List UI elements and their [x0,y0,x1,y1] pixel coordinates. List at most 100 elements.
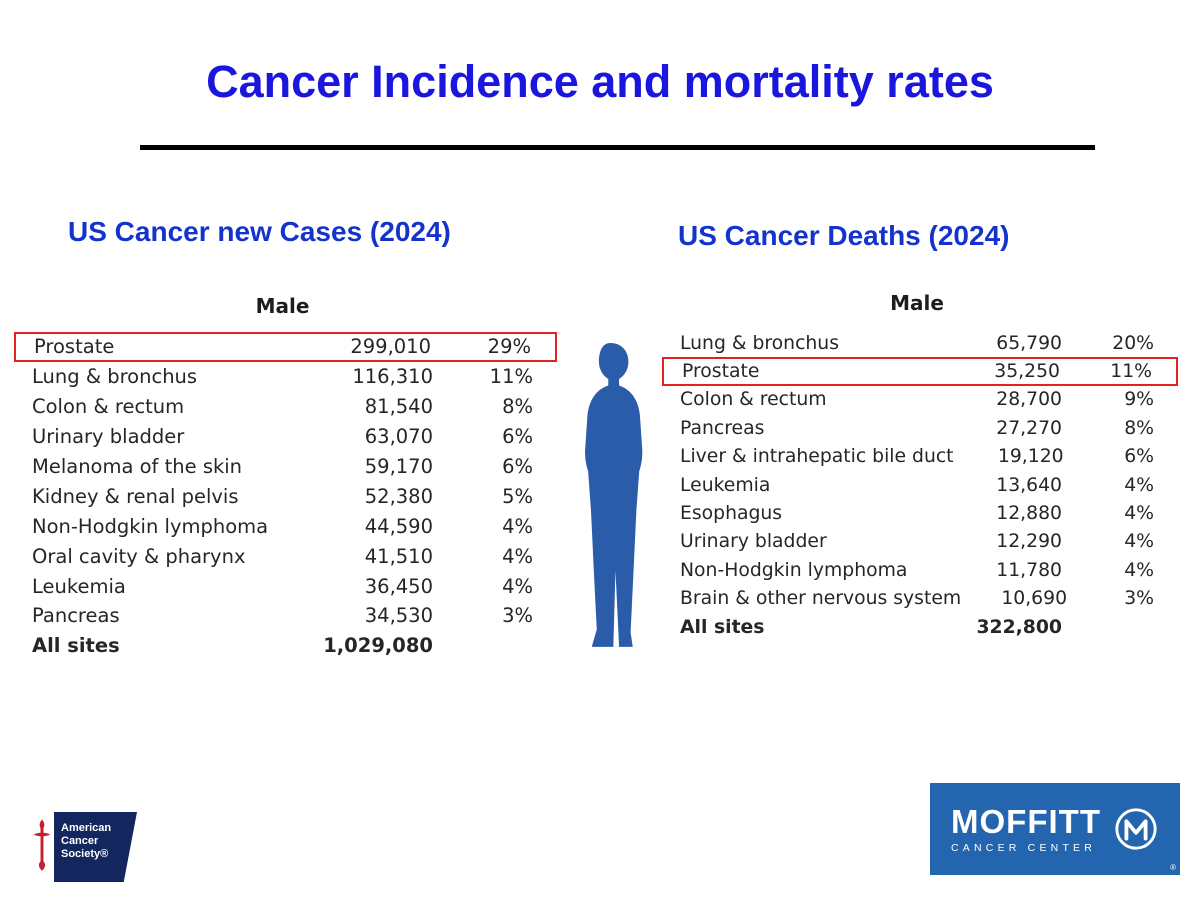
row-label: Non-Hodgkin lymphoma [680,559,908,581]
row-value: 299,010 [350,335,431,359]
row-label: Urinary bladder [680,531,827,553]
deaths-column-header: Male [890,291,944,315]
row-pct: 6% [502,425,533,449]
cases-table-rows: Prostate 299,010 29% Lung & bronchus 116,310… [14,332,557,661]
table-row: Urinary bladder 63,070 6% [30,422,535,452]
table-row-highlighted: Prostate 35,250 11% [662,357,1178,386]
row-value: 10,690 [1001,588,1068,610]
title-underline [140,145,1095,150]
new-cases-column-header: Male [255,294,310,318]
table-row: Lung & bronchus 65,790 20% [678,329,1156,357]
row-value: 12,880 [996,503,1062,525]
subtitle-deaths: US Cancer Deaths (2024) [678,220,1010,251]
table-row: Leukemia 36,450 4% [30,571,535,601]
row-pct: 4% [1124,559,1154,581]
row-pct: 20% [1112,332,1154,354]
row-pct: 6% [502,455,533,478]
row-pct: 8% [1124,417,1154,439]
table-row: Pancreas 27,270 8% [678,414,1156,442]
male-silhouette-icon [573,336,645,664]
row-pct: 8% [502,395,533,419]
table-row: Melanoma of the skin 59,170 6% [30,452,535,482]
row-label: Non-Hodgkin lymphoma [32,514,269,538]
row-pct: 3% [1124,588,1154,610]
table-row: Non-Hodgkin lymphoma 11,780 4% [678,556,1156,584]
row-pct: 6% [1124,446,1154,468]
row-label: Prostate [34,335,115,359]
row-pct: 4% [1124,474,1154,496]
row-pct: 4% [502,574,533,598]
row-pct: 4% [502,544,533,568]
table-row: Lung & bronchus 116,310 11% [30,362,535,392]
moffitt-name: MOFFITT [951,802,1101,840]
moffitt-m-icon [1113,806,1159,852]
row-pct: 4% [1124,503,1154,525]
american-cancer-society-logo: American Cancer Society® [30,812,137,882]
row-value: 28,700 [996,389,1062,411]
row-pct: 3% [502,604,533,628]
row-label: Lung & bronchus [680,332,839,354]
row-value: 322,800 [976,616,1062,638]
acs-line-3: Society® [61,848,109,860]
row-value: 13,640 [996,474,1062,496]
table-row: Esophagus 12,880 4% [678,499,1156,527]
acs-line-1: American [61,822,112,834]
row-label: All sites [32,634,120,658]
row-value: 36,450 [364,574,433,598]
moffitt-cancer-center-logo: MOFFITT CANCER CENTER ® [930,783,1180,875]
row-value: 19,120 [997,446,1064,468]
table-row: All sites 1,029,080 [30,631,535,661]
table-row: Leukemia 13,640 4% [678,471,1156,499]
table-row: Oral cavity & pharynx 41,510 4% [30,541,535,571]
row-value: 41,510 [364,544,433,568]
row-label: All sites [680,616,765,638]
row-label: Prostate [682,361,760,383]
table-row: Colon & rectum 81,540 8% [30,392,535,422]
table-row-highlighted: Prostate 299,010 29% [14,332,557,362]
acs-line-2: Cancer [61,835,99,847]
row-value: 1,029,080 [323,634,433,658]
row-value: 81,540 [364,395,433,419]
acs-sword-icon [30,812,54,882]
row-label: Lung & bronchus [32,365,198,389]
table-row: Liver & intrahepatic bile duct 19,120 6% [678,443,1156,471]
row-label: Esophagus [680,503,783,525]
table-row: Non-Hodgkin lymphoma 44,590 4% [30,511,535,541]
row-pct: 4% [502,514,533,538]
moffitt-registered-mark: ® [1170,863,1176,872]
moffitt-wordmark: MOFFITT CANCER CENTER [951,805,1101,854]
row-pct: 5% [502,484,533,508]
row-value: 12,290 [996,531,1062,553]
row-value: 27,270 [996,417,1062,439]
row-value: 116,310 [352,365,433,389]
row-label: Colon & rectum [680,389,827,411]
row-pct: 11% [1110,361,1152,383]
row-value: 63,070 [364,425,433,449]
row-label: Pancreas [32,604,120,628]
row-pct: 9% [1124,389,1154,411]
row-value: 11,780 [996,559,1062,581]
row-label: Liver & intrahepatic bile duct [680,446,954,468]
row-label: Colon & rectum [32,395,185,419]
row-label: Melanoma of the skin [32,455,243,478]
deaths-table-rows: Lung & bronchus 65,790 20% Prostate 35,250 11… [662,329,1178,641]
row-value: 52,380 [364,484,433,508]
table-row: Kidney & renal pelvis 52,380 5% [30,481,535,511]
row-pct: 29% [487,335,531,359]
row-label: Urinary bladder [32,425,185,449]
row-value: 65,790 [996,332,1062,354]
row-value: 34,530 [364,604,433,628]
row-pct: 11% [489,365,533,389]
table-row: Colon & rectum 28,700 9% [678,386,1156,414]
deaths-table: Male Lung & bronchus 65,790 20% Prostate 35,… [662,291,1178,641]
table-row: Brain & other nervous system 10,690 3% [678,585,1156,613]
subtitle-new-cases: US Cancer new Cases (2024) [68,216,451,247]
row-value: 44,590 [364,514,433,538]
moffitt-tagline: CANCER CENTER [951,841,1097,854]
new-cases-table: Male Prostate 299,010 29% Lung & bronchus 11… [14,294,557,661]
row-pct: 4% [1124,531,1154,553]
table-row: All sites 322,800 [678,613,1156,641]
row-label: Oral cavity & pharynx [32,544,246,568]
row-label: Kidney & renal pelvis [32,484,239,508]
row-label: Leukemia [680,474,771,496]
